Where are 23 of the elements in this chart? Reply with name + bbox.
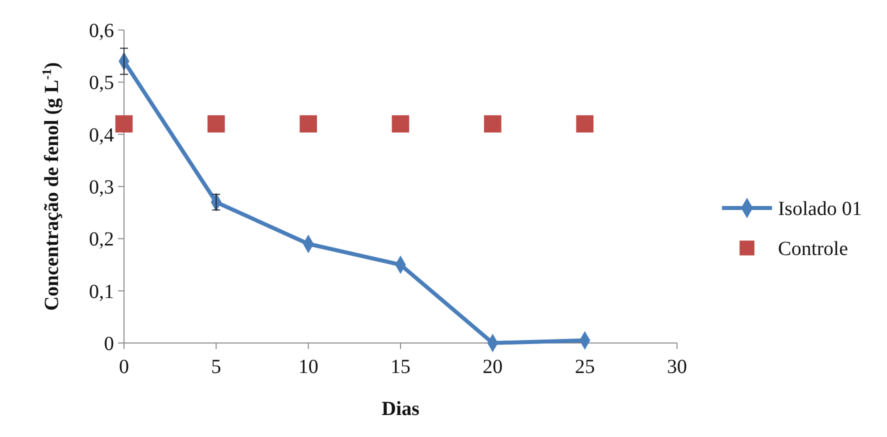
point bbox=[300, 115, 317, 133]
point bbox=[392, 115, 410, 133]
point bbox=[208, 115, 225, 133]
y-tick-label: 0,6 bbox=[89, 20, 114, 42]
point bbox=[484, 115, 502, 133]
legend-label: Isolado 01 bbox=[778, 198, 862, 220]
y-tick-label: 0,2 bbox=[89, 228, 114, 251]
x-tick-label: 0 bbox=[119, 356, 129, 378]
y-tick-label: 0 bbox=[104, 333, 114, 355]
y-tick-label: 0,3 bbox=[89, 176, 114, 198]
y-tick-label: 0,4 bbox=[89, 124, 114, 146]
x-tick-label: 25 bbox=[574, 356, 595, 378]
x-tick-label: 15 bbox=[390, 356, 410, 378]
y-tick-label: 0,5 bbox=[89, 72, 114, 94]
x-axis-title: Dias bbox=[382, 398, 420, 420]
x-tick-label: 30 bbox=[667, 356, 687, 378]
x-tick-label: 20 bbox=[482, 356, 503, 378]
legend-label: Controle bbox=[778, 238, 848, 260]
point bbox=[576, 115, 594, 133]
x-tick-label: 10 bbox=[298, 356, 318, 378]
x-tick-label: 5 bbox=[211, 356, 222, 378]
y-tick-label: 0,1 bbox=[89, 280, 114, 303]
point bbox=[115, 115, 133, 133]
